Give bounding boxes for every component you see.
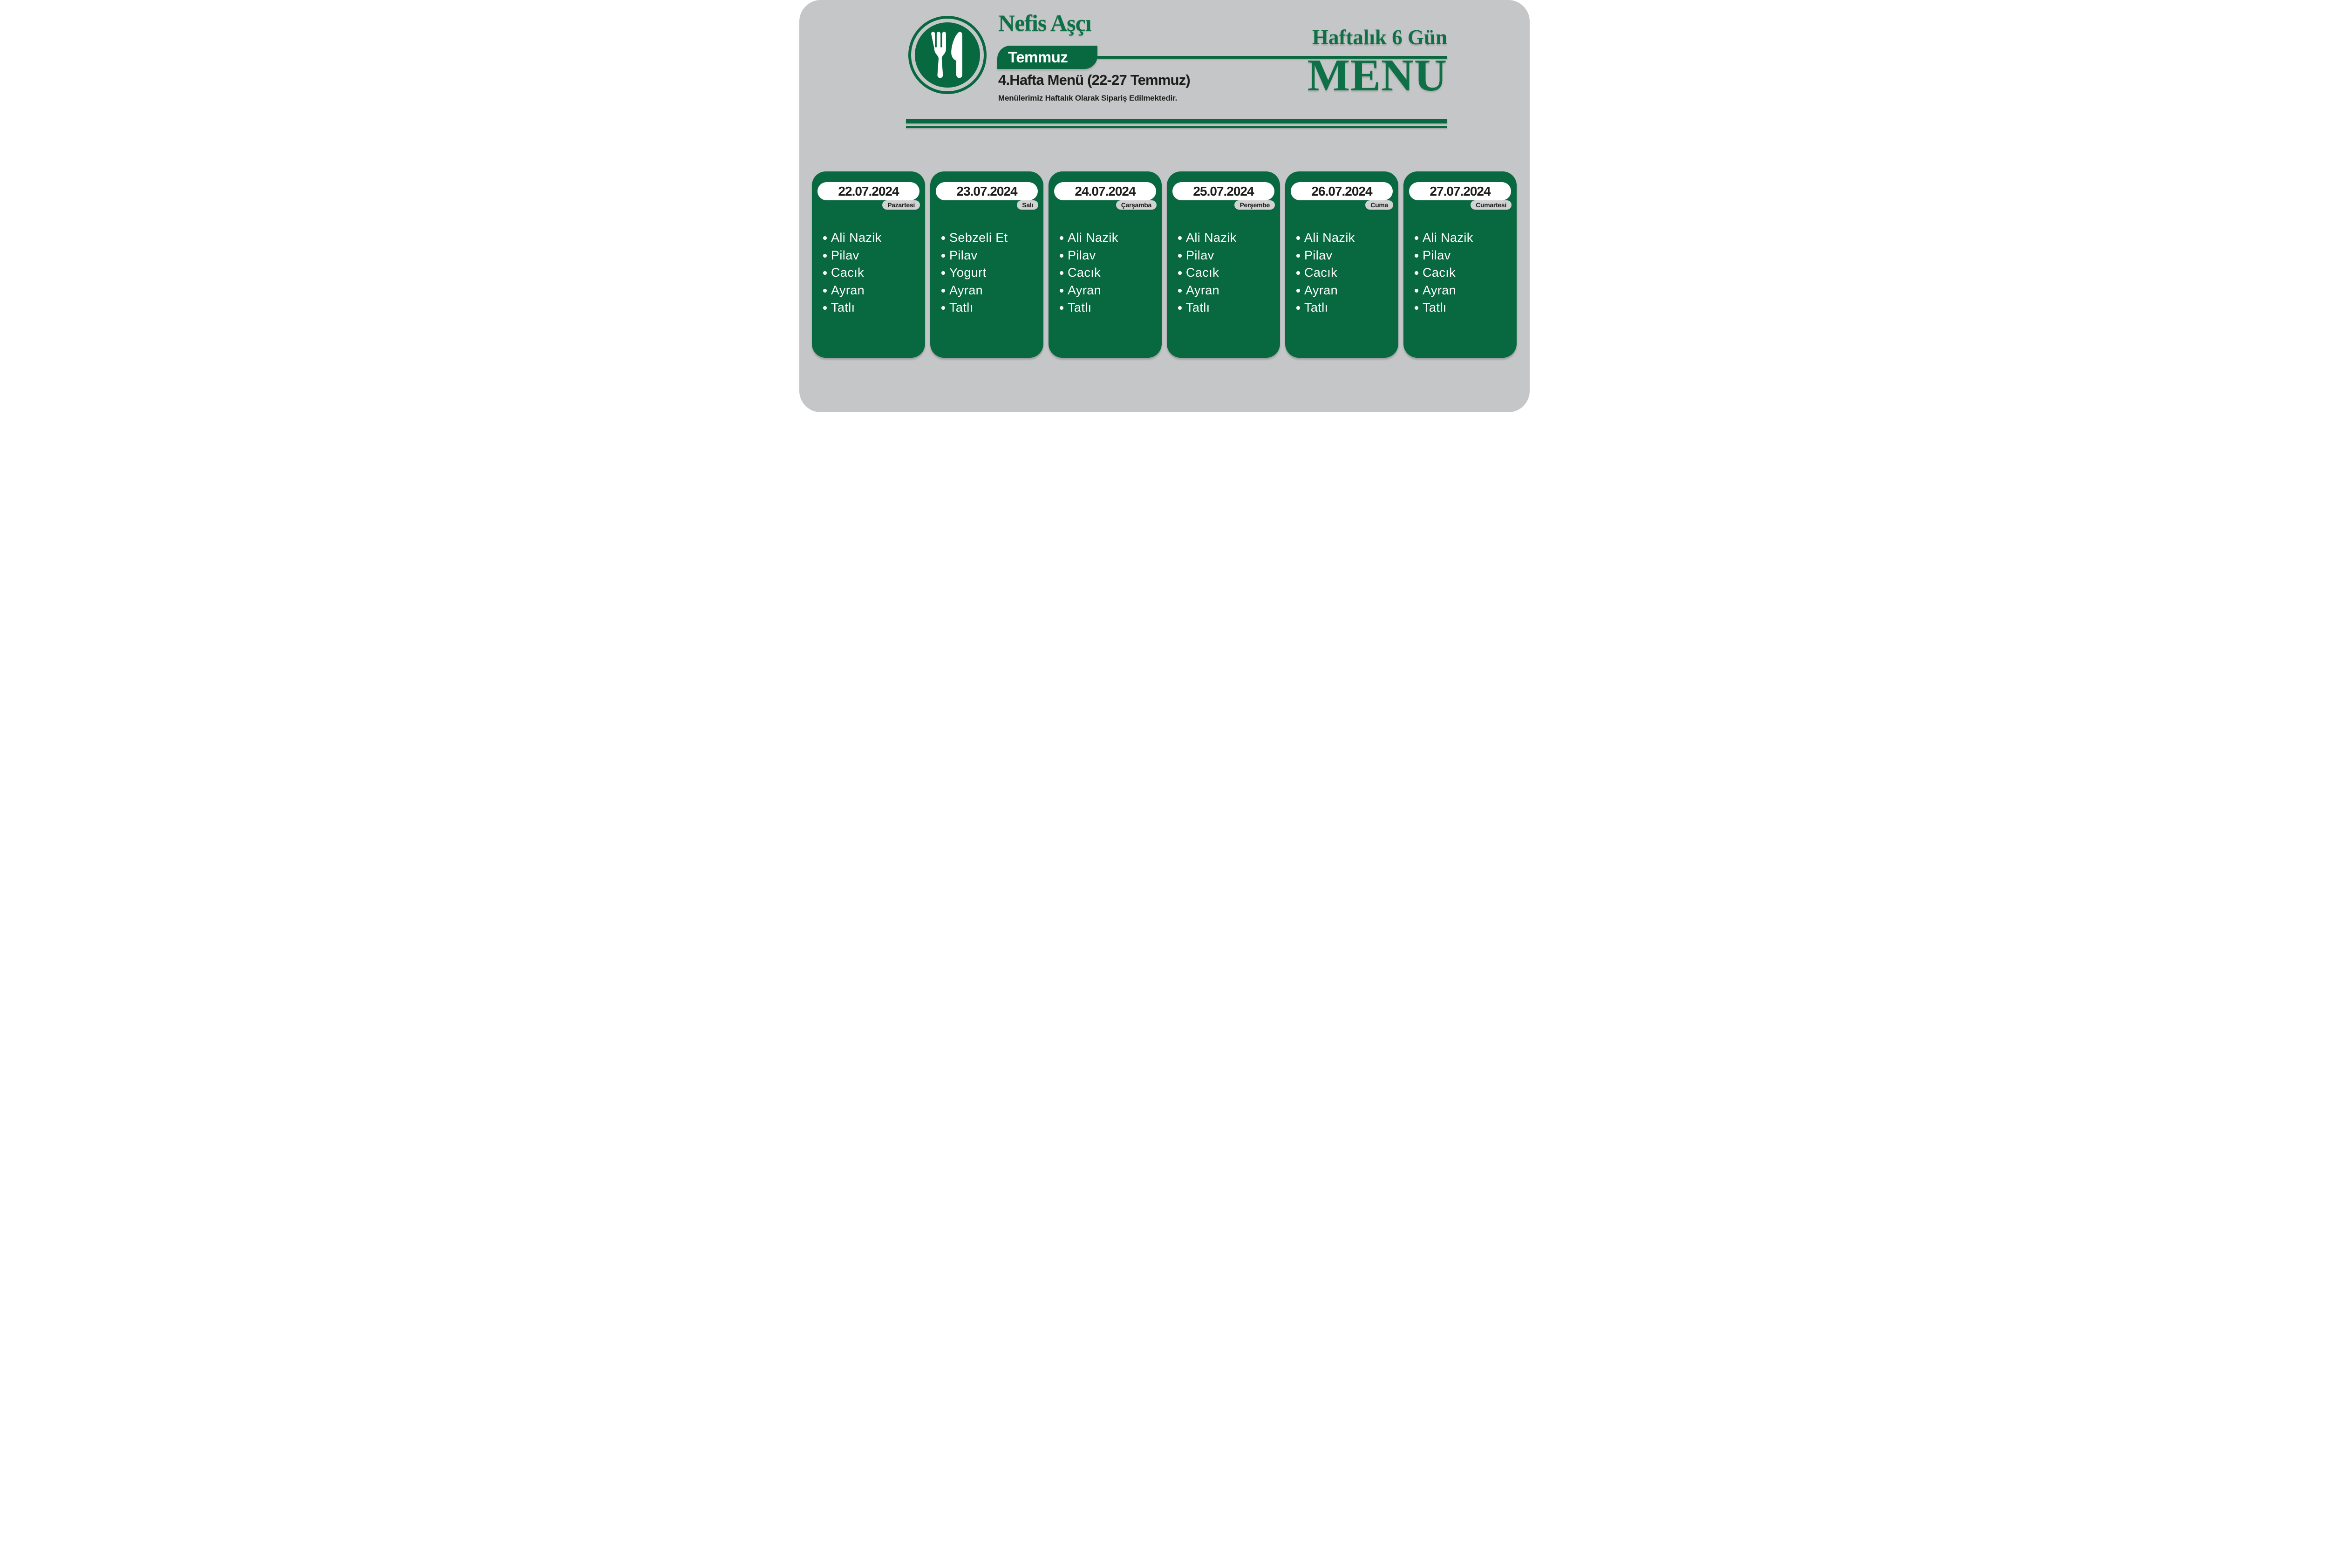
day-card-friday: 26.07.2024 Cuma Ali Nazik Pilav Cacık Ay… (1285, 171, 1398, 358)
menu-item: Yogurt (941, 264, 1041, 282)
menu-item: Ayran (823, 282, 922, 300)
brand-name: Nefis Aşçı (998, 10, 1092, 36)
day-badge: Pazartesi (882, 200, 920, 210)
day-badge: Cuma (1365, 200, 1393, 210)
menu-item: Pilav (1060, 247, 1159, 265)
separator-thin (906, 126, 1447, 128)
day-card-monday: 22.07.2024 Pazartesi Ali Nazik Pilav Cac… (812, 171, 925, 358)
date-pill: 22.07.2024 (817, 182, 919, 200)
week-title: 4.Hafta Menü (22-27 Temmuz) (998, 72, 1191, 88)
date-pill: 25.07.2024 (1172, 182, 1274, 200)
menu-items: Ali Nazik Pilav Cacık Ayran Tatlı (1296, 229, 1396, 317)
menu-item: Tatlı (1060, 299, 1159, 317)
date-pill: 27.07.2024 (1409, 182, 1511, 200)
day-card-wednesday: 24.07.2024 Çarşamba Ali Nazik Pilav Cacı… (1049, 171, 1162, 358)
menu-item: Ayran (1060, 282, 1159, 300)
menu-item: Pilav (823, 247, 922, 265)
menu-item: Pilav (1415, 247, 1514, 265)
day-card-thursday: 25.07.2024 Perşembe Ali Nazik Pilav Cacı… (1167, 171, 1280, 358)
month-badge-label: Temmuz (1008, 48, 1068, 66)
menu-item: Ali Nazik (1060, 229, 1159, 247)
menu-item: Tatlı (823, 299, 922, 317)
brand-logo-ring (911, 19, 984, 91)
menu-item: Pilav (1296, 247, 1396, 265)
menu-item: Ayran (1178, 282, 1277, 300)
month-badge: Temmuz (997, 46, 1097, 69)
day-badge: Salı (1017, 200, 1038, 210)
weekly-label: Haftalık 6 Gün (1312, 26, 1447, 49)
menu-item: Tatlı (1178, 299, 1277, 317)
menu-item: Tatlı (941, 299, 1041, 317)
separator-thick (906, 119, 1447, 123)
header-rule (1097, 56, 1447, 59)
menu-item: Tatlı (1296, 299, 1396, 317)
menu-item: Pilav (941, 247, 1041, 265)
menu-item: Ali Nazik (1178, 229, 1277, 247)
date-pill: 26.07.2024 (1291, 182, 1393, 200)
date-pill: 24.07.2024 (1054, 182, 1156, 200)
day-badge: Cumartesi (1471, 200, 1512, 210)
menu-item: Ali Nazik (823, 229, 922, 247)
menu-item: Ayran (1415, 282, 1514, 300)
menu-item: Ali Nazik (1415, 229, 1514, 247)
menu-item: Cacık (1060, 264, 1159, 282)
menu-items: Ali Nazik Pilav Cacık Ayran Tatlı (823, 229, 922, 317)
day-cards-row: 22.07.2024 Pazartesi Ali Nazik Pilav Cac… (812, 171, 1517, 358)
header-right: Haftalık 6 Gün MENU (1308, 26, 1447, 97)
menu-items: Sebzeli Et Pilav Yogurt Ayran Tatlı (941, 229, 1041, 317)
date-pill: 23.07.2024 (936, 182, 1038, 200)
menu-item: Cacık (1415, 264, 1514, 282)
menu-items: Ali Nazik Pilav Cacık Ayran Tatlı (1060, 229, 1159, 317)
menu-item: Ali Nazik (1296, 229, 1396, 247)
menu-poster: Nefis Aşçı Temmuz 4.Hafta Menü (22-27 Te… (799, 0, 1530, 412)
menu-item: Cacık (1178, 264, 1277, 282)
menu-item: Tatlı (1415, 299, 1514, 317)
menu-item: Sebzeli Et (941, 229, 1041, 247)
brand-logo (908, 16, 987, 94)
menu-item: Ayran (941, 282, 1041, 300)
day-badge: Çarşamba (1116, 200, 1157, 210)
menu-item: Cacık (1296, 264, 1396, 282)
menu-item: Cacık (823, 264, 922, 282)
day-badge: Perşembe (1234, 200, 1275, 210)
day-card-tuesday: 23.07.2024 Salı Sebzeli Et Pilav Yogurt … (930, 171, 1043, 358)
menu-item: Ayran (1296, 282, 1396, 300)
day-card-saturday: 27.07.2024 Cumartesi Ali Nazik Pilav Cac… (1403, 171, 1517, 358)
menu-poster-stage: Nefis Aşçı Temmuz 4.Hafta Menü (22-27 Te… (799, 0, 1530, 412)
order-note: Menülerimiz Haftalık Olarak Sipariş Edil… (998, 94, 1178, 102)
menu-items: Ali Nazik Pilav Cacık Ayran Tatlı (1415, 229, 1514, 317)
fork-knife-icon (930, 31, 965, 79)
menu-item: Pilav (1178, 247, 1277, 265)
menu-title: MENU (1307, 50, 1447, 100)
menu-items: Ali Nazik Pilav Cacık Ayran Tatlı (1178, 229, 1277, 317)
